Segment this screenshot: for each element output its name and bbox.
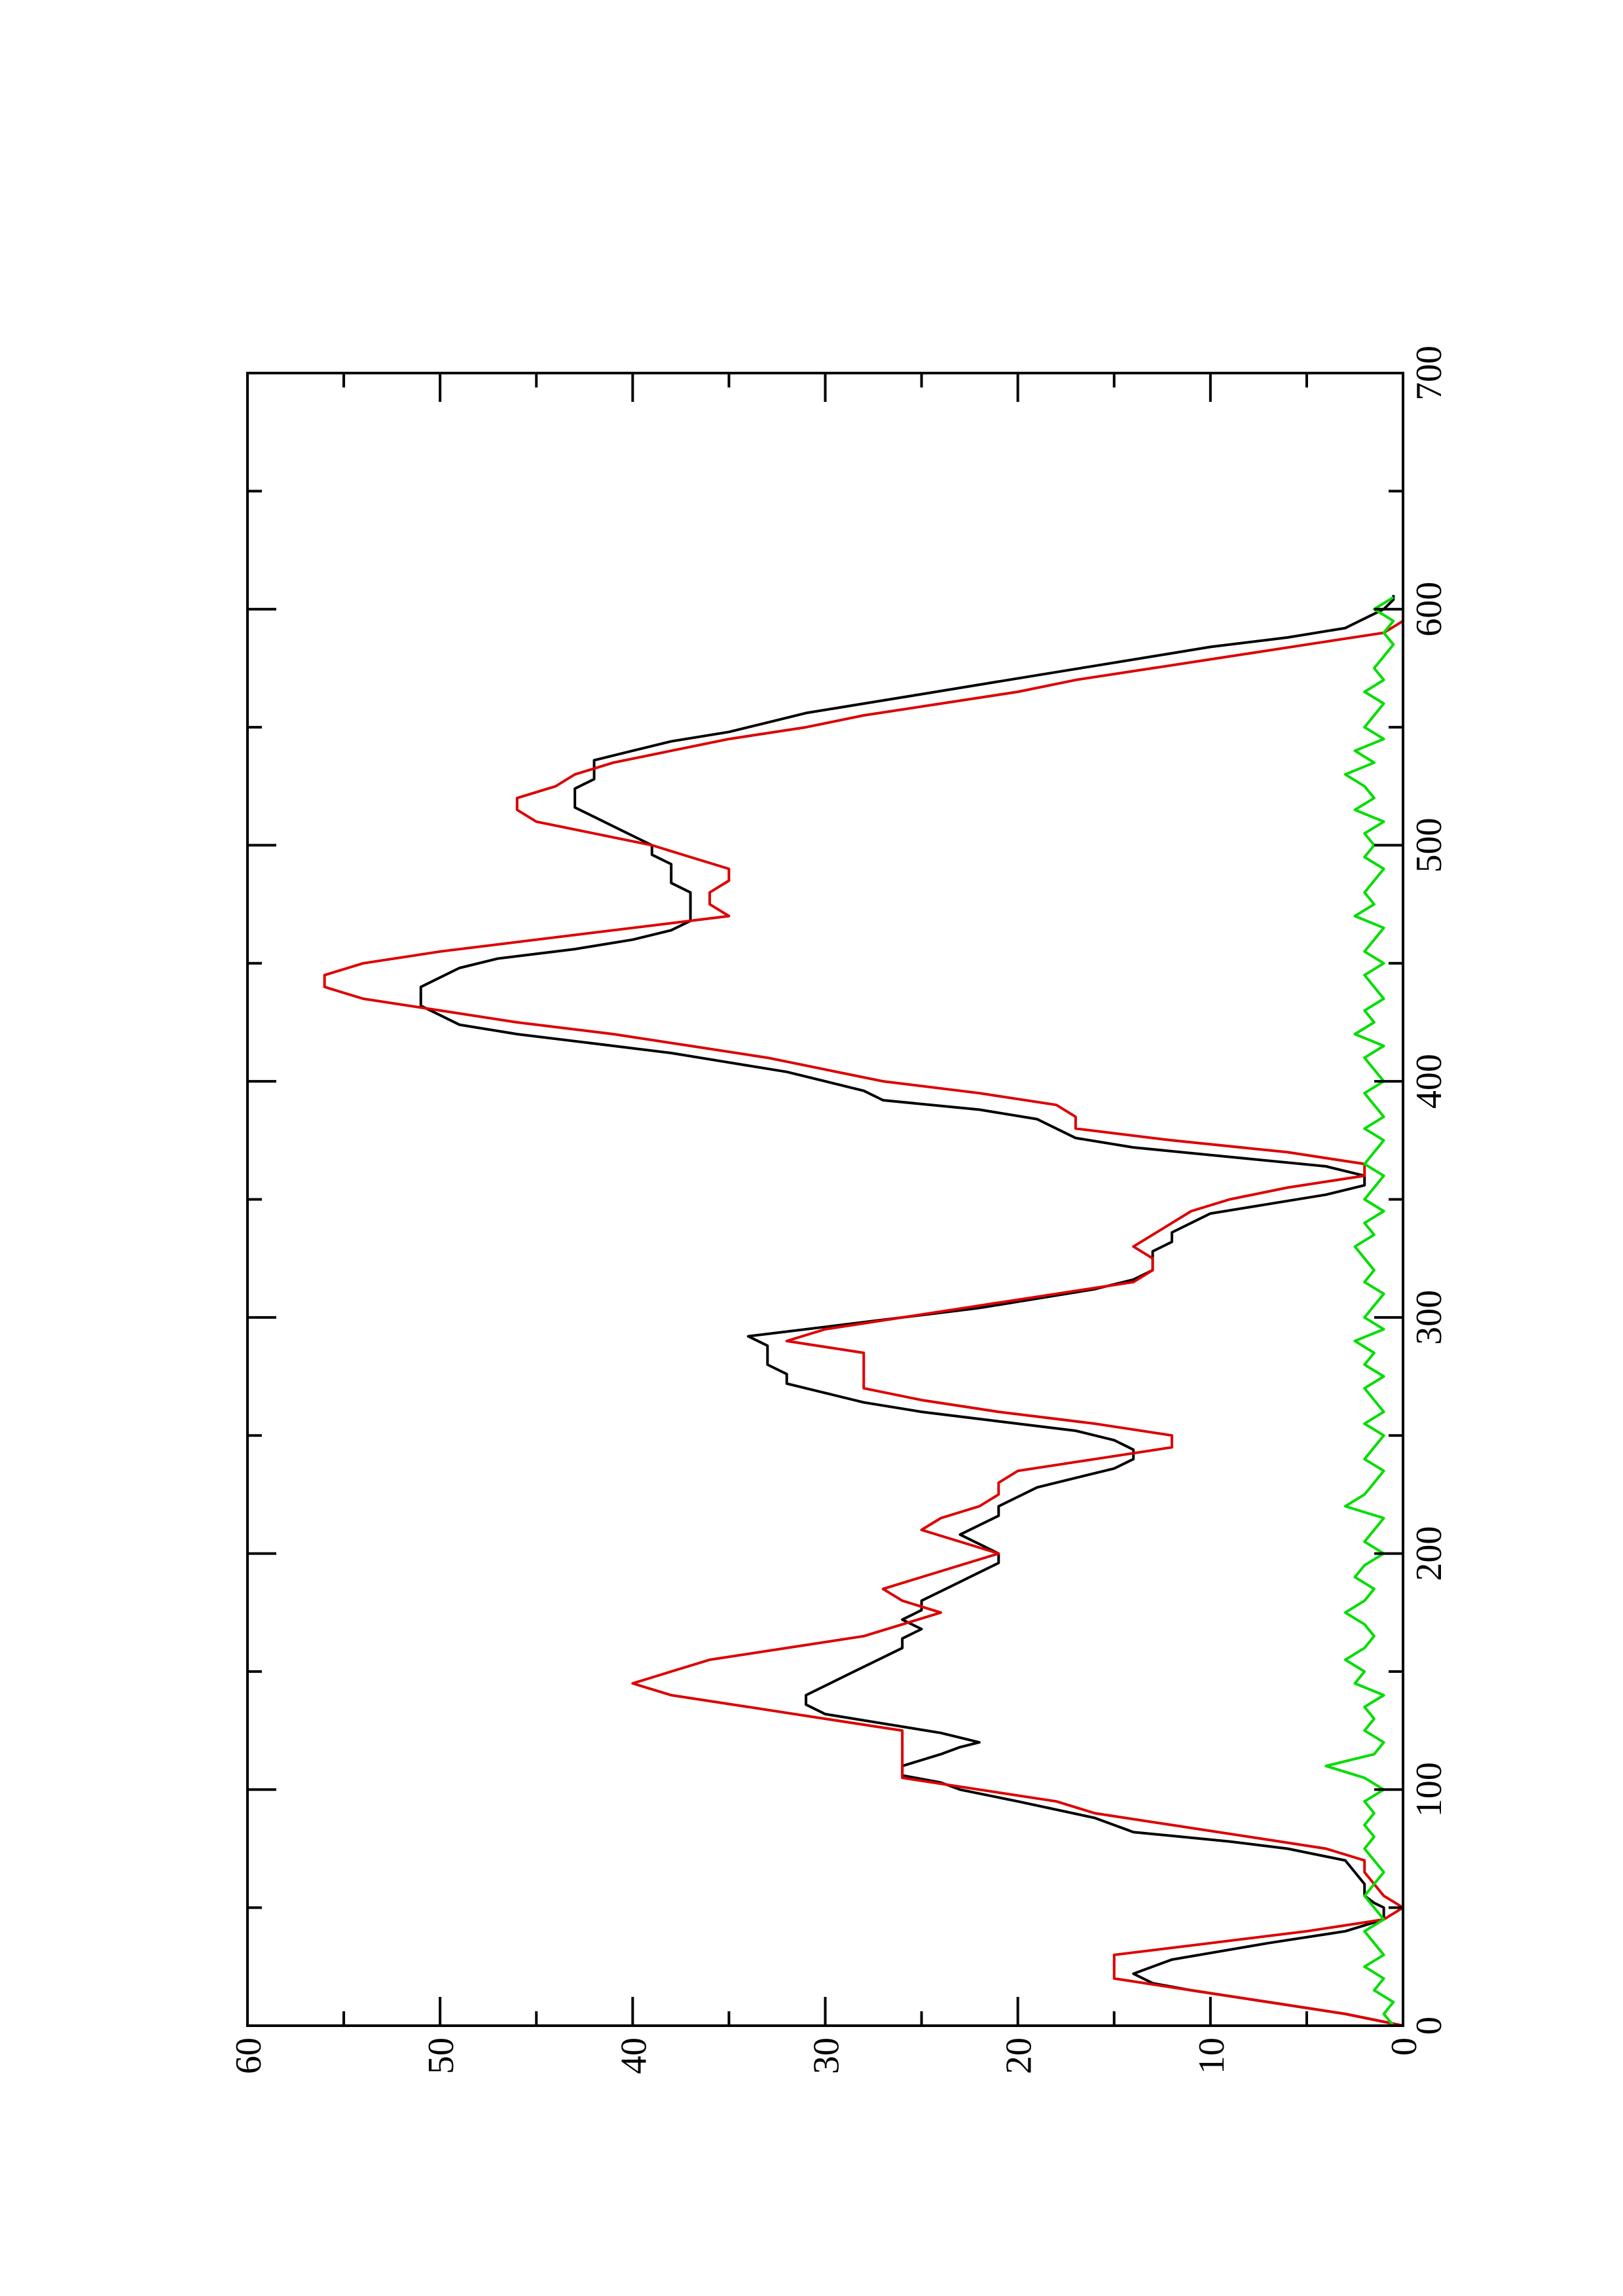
y-tick-label: 60 (228, 2037, 269, 2074)
x-tick-label: 100 (1409, 1762, 1450, 1817)
tick-label-layer: 0 100 200 300 400 500 600 700 0 10 20 30 40 50 60 (228, 346, 1450, 2074)
x-tick-label: 0 (1409, 2017, 1450, 2035)
x-tick-label: 600 (1409, 582, 1450, 637)
series-layer (323, 595, 1404, 2027)
series-line-2 (323, 597, 1404, 2027)
series-line-1 (419, 595, 1404, 2027)
x-tick-label: 500 (1409, 817, 1450, 872)
x-tick-label: 200 (1409, 1526, 1450, 1581)
y-tick-label: 50 (421, 2037, 462, 2074)
series-line-3 (1324, 596, 1395, 2027)
x-tick-label: 400 (1409, 1054, 1450, 1109)
y-tick-label: 10 (1192, 2037, 1232, 2074)
y-tick-label: 40 (613, 2037, 654, 2074)
y-tick-label: 20 (999, 2037, 1040, 2074)
x-tick-label: 700 (1409, 346, 1450, 401)
y-tick-label: 30 (807, 2037, 847, 2074)
tick-layer (246, 372, 1404, 2027)
x-tick-label: 300 (1409, 1290, 1450, 1345)
y-tick-label: 0 (1384, 2037, 1425, 2056)
